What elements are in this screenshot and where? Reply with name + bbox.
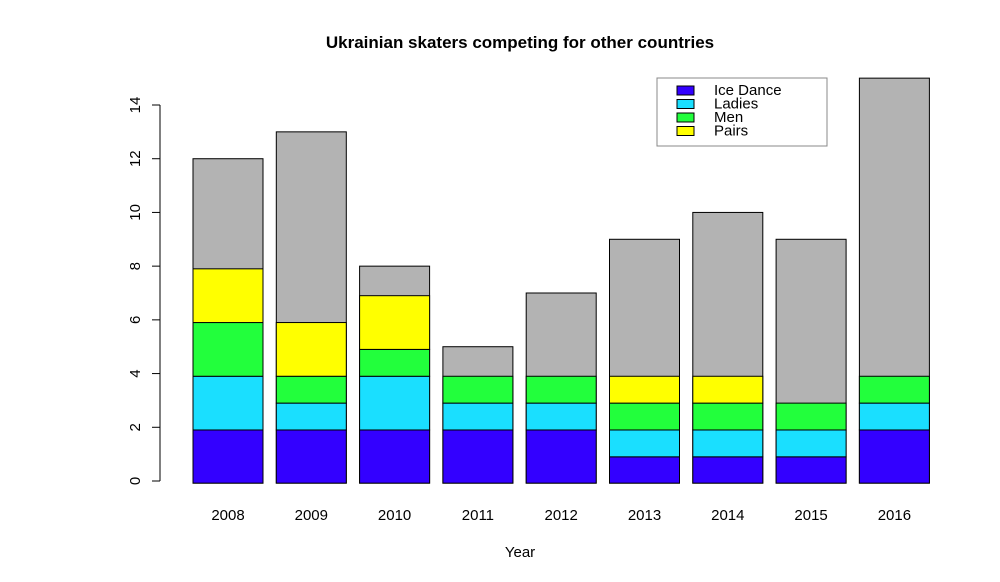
legend-swatch <box>676 126 695 136</box>
bar-ice-dance-2013 <box>609 456 680 484</box>
bar-ice-dance-2010 <box>359 429 431 484</box>
bar-ladies-2010 <box>359 375 431 431</box>
bar-ice-dance-2012 <box>525 429 597 484</box>
x-tick-label: 2010 <box>378 507 411 524</box>
y-tick-label: 6 <box>127 316 144 324</box>
bar-men-2014 <box>692 402 764 431</box>
y-tick-label: 12 <box>127 150 144 167</box>
bar-ice-dance-2008 <box>192 429 264 484</box>
bar-ladies-2016 <box>858 402 930 431</box>
y-tick-label: 8 <box>127 262 144 270</box>
x-tick-label: 2012 <box>545 507 578 524</box>
bar-ladies-2011 <box>442 402 514 431</box>
y-tick-label: 10 <box>127 204 144 221</box>
x-axis-label: Year <box>505 544 535 561</box>
legend-swatch <box>676 112 695 123</box>
bar-men-2015 <box>775 402 847 431</box>
bar-ice-dance-2011 <box>442 429 514 484</box>
x-tick-label: 2014 <box>711 507 744 524</box>
bar-men-2013 <box>609 402 680 431</box>
x-tick-label: 2016 <box>878 507 911 524</box>
bar-pairs-2013 <box>609 375 680 404</box>
bar-men-2008 <box>192 322 264 377</box>
bar-pairs-2009 <box>275 322 347 377</box>
legend-swatch <box>676 99 695 109</box>
bar-ice-dance-2009 <box>275 429 347 484</box>
legend-label: Pairs <box>714 123 748 140</box>
x-tick-label: 2013 <box>628 507 661 524</box>
bar-ladies-2008 <box>192 375 264 431</box>
bar-men-2011 <box>442 375 514 404</box>
bar-ladies-2014 <box>692 429 764 458</box>
legend-label: Ice Dance <box>714 82 782 99</box>
bar-ladies-2012 <box>525 402 597 431</box>
bar-pairs-2014 <box>692 375 764 404</box>
bar-ice-dance-2015 <box>775 456 847 484</box>
y-tick-label: 14 <box>127 97 144 114</box>
bar-pairs-2008 <box>192 268 264 324</box>
x-tick-label: 2008 <box>211 507 244 524</box>
bar-ladies-2013 <box>609 429 680 458</box>
bar-ice-dance-2016 <box>858 429 930 484</box>
bar-men-2009 <box>275 375 347 404</box>
bar-ladies-2009 <box>275 402 347 431</box>
y-tick-label: 2 <box>127 423 144 431</box>
chart-title: Ukrainian skaters competing for other co… <box>326 33 714 52</box>
x-tick-label: 2009 <box>295 507 328 524</box>
bar-pairs-2010 <box>359 295 431 350</box>
bar-ice-dance-2014 <box>692 456 764 484</box>
y-tick-label: 4 <box>127 369 144 377</box>
y-tick-label: 0 <box>127 477 144 485</box>
bar-men-2012 <box>525 375 597 404</box>
legend-swatch <box>676 85 695 96</box>
bar-men-2010 <box>359 348 431 377</box>
x-tick-label: 2015 <box>794 507 827 524</box>
legend-label: Ladies <box>714 96 758 113</box>
bar-ladies-2015 <box>775 429 847 458</box>
x-tick-label: 2011 <box>462 507 494 524</box>
legend-label: Men <box>714 109 743 126</box>
bar-men-2016 <box>858 375 930 404</box>
